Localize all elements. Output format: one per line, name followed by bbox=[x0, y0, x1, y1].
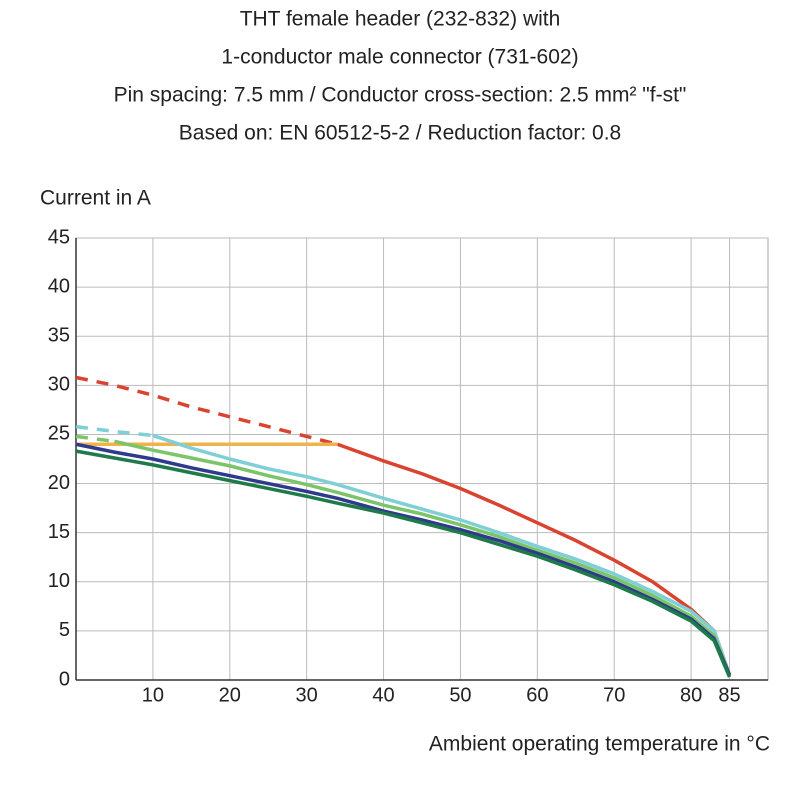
x-tick-label: 40 bbox=[372, 684, 394, 706]
x-tick-label: 70 bbox=[603, 684, 625, 706]
y-tick-label: 40 bbox=[48, 275, 70, 297]
series-line bbox=[75, 434, 115, 444]
series-line bbox=[75, 449, 732, 678]
y-tick-label: 5 bbox=[59, 619, 70, 641]
y-tick-label: 35 bbox=[48, 325, 70, 347]
chart-title: Based on: EN 60512-5-2 / Reduction facto… bbox=[179, 122, 621, 145]
y-tick-label: 45 bbox=[48, 226, 70, 248]
series-line bbox=[152, 433, 732, 676]
y-tick-label: 20 bbox=[48, 472, 70, 494]
chart-title: 1-conductor male connector (731-602) bbox=[221, 46, 578, 69]
y-tick-label: 30 bbox=[48, 374, 70, 396]
chart-title: Pin spacing: 7.5 mm / Conductor cross-se… bbox=[114, 84, 687, 107]
x-tick-label: 30 bbox=[296, 684, 318, 706]
series-line bbox=[75, 424, 154, 438]
series-line bbox=[336, 442, 732, 676]
y-tick-label: 0 bbox=[59, 668, 70, 690]
plot-area bbox=[75, 237, 769, 681]
y-tick-label: 25 bbox=[48, 423, 70, 445]
y-tick-label: 10 bbox=[48, 570, 70, 592]
x-tick-label: 60 bbox=[526, 684, 548, 706]
x-tick-label: 20 bbox=[219, 684, 241, 706]
x-axis-label: Ambient operating temperature in °C bbox=[429, 733, 770, 756]
x-tick-label: 10 bbox=[142, 684, 164, 706]
chart-title: THT female header (232-832) with bbox=[240, 8, 561, 31]
x-tick-label: 85 bbox=[718, 684, 740, 706]
y-tick-label: 15 bbox=[48, 521, 70, 543]
series-line bbox=[114, 439, 732, 676]
x-tick-label: 80 bbox=[680, 684, 702, 706]
series-line bbox=[75, 375, 338, 446]
series-line bbox=[75, 442, 732, 676]
x-tick-label: 50 bbox=[449, 684, 471, 706]
y-axis-label: Current in A bbox=[40, 187, 151, 210]
